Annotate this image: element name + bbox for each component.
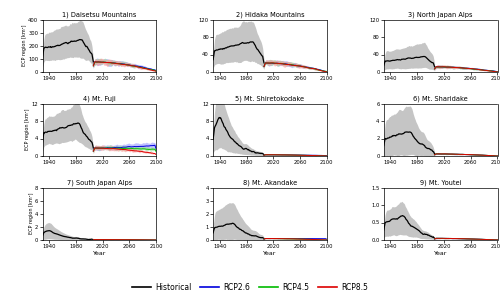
Title: 1) Daisetsu Mountains: 1) Daisetsu Mountains xyxy=(62,12,136,18)
Title: 8) Mt. Akandake: 8) Mt. Akandake xyxy=(243,180,297,186)
X-axis label: Year: Year xyxy=(264,250,276,256)
Y-axis label: ECP region [km²]: ECP region [km²] xyxy=(28,193,34,235)
Title: 6) Mt. Sharidake: 6) Mt. Sharidake xyxy=(413,96,468,102)
X-axis label: Year: Year xyxy=(92,250,106,256)
Y-axis label: ECP region [km²]: ECP region [km²] xyxy=(25,109,30,151)
Title: 3) North Japan Alps: 3) North Japan Alps xyxy=(408,12,473,18)
Title: 5) Mt. Shiretokodake: 5) Mt. Shiretokodake xyxy=(236,96,304,102)
X-axis label: Year: Year xyxy=(434,250,448,256)
Title: 7) South Japan Alps: 7) South Japan Alps xyxy=(67,180,132,186)
Title: 9) Mt. Youtei: 9) Mt. Youtei xyxy=(420,180,462,186)
Legend: Historical, RCP2.6, RCP4.5, RCP8.5: Historical, RCP2.6, RCP4.5, RCP8.5 xyxy=(129,280,371,295)
Title: 2) Hidaka Mountains: 2) Hidaka Mountains xyxy=(236,12,304,18)
Y-axis label: ECP region [km²]: ECP region [km²] xyxy=(22,25,27,67)
Title: 4) Mt. Fuji: 4) Mt. Fuji xyxy=(83,96,116,102)
